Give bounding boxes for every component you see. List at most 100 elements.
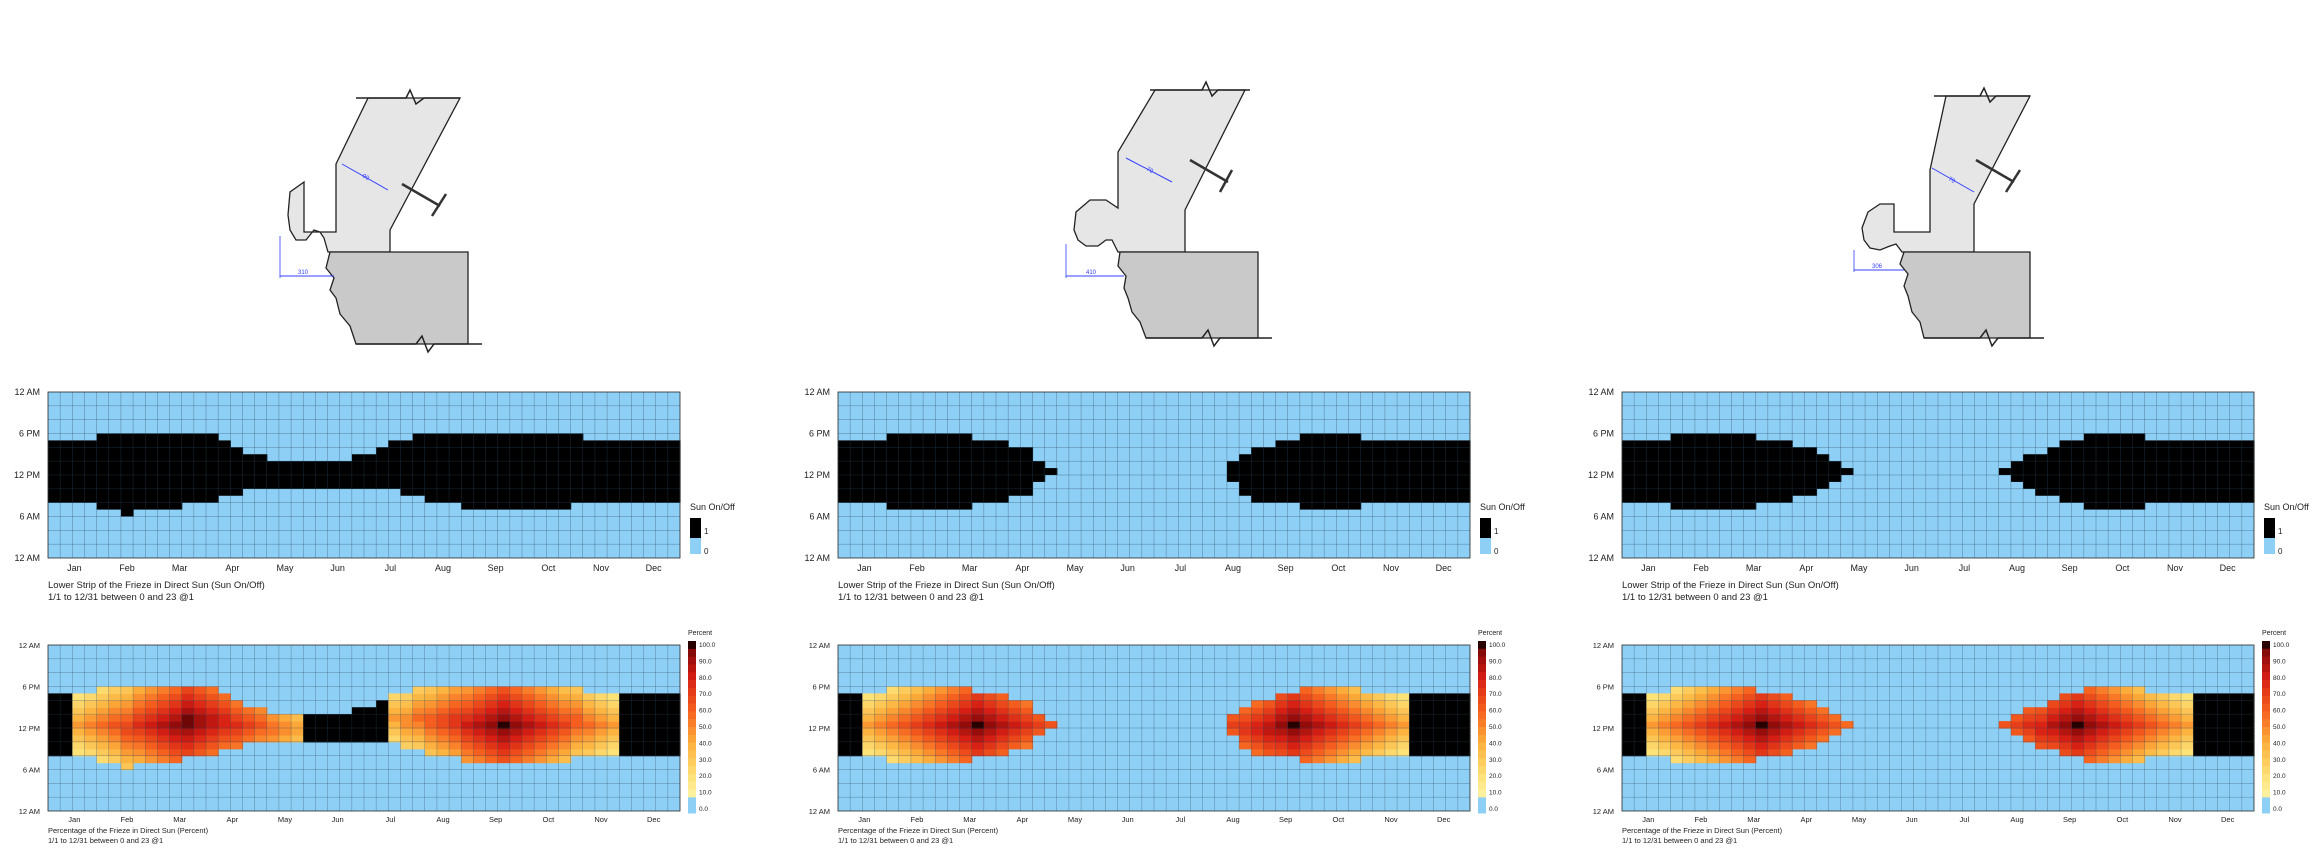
percent-cell — [1707, 741, 1720, 750]
sun-on-cell — [2010, 461, 2024, 482]
percent-cell — [1421, 700, 1435, 708]
percent-cell — [558, 734, 572, 743]
sun-on-cell — [1998, 468, 2012, 475]
sun-on-cell — [1226, 461, 1240, 482]
percent-cell — [1707, 693, 1720, 701]
percent-cell — [388, 721, 402, 729]
plot-frame — [47, 391, 681, 559]
percent-cell — [1287, 721, 1301, 729]
x-tick-label: Sep — [1279, 815, 1292, 824]
percent-cell — [619, 748, 632, 757]
y-tick-label: 6 PM — [22, 683, 40, 692]
percent-cell — [607, 721, 620, 729]
percent-cell — [2217, 734, 2231, 743]
percent-cell — [983, 721, 997, 729]
percent-cell — [862, 714, 876, 722]
percent-cell — [2144, 728, 2158, 736]
percent-cell — [2217, 748, 2231, 757]
percent-cell — [1804, 707, 1818, 715]
percent-cell — [522, 741, 535, 750]
percent-cell — [2059, 714, 2073, 722]
sun-on-cell — [546, 433, 560, 510]
percent-cell — [449, 707, 462, 715]
percent-cell — [2132, 707, 2146, 715]
percent-cell — [1743, 734, 1757, 743]
x-tick-label: Aug — [2009, 563, 2025, 573]
percent-cell — [643, 728, 657, 736]
percent-cell — [1622, 748, 1635, 757]
percent-cell — [1287, 707, 1301, 715]
percent-cell — [1445, 714, 1459, 722]
percent-cell — [1336, 707, 1350, 715]
percent-cell — [339, 734, 353, 743]
percent-cell — [983, 741, 997, 750]
percent-cell — [570, 693, 584, 701]
percent-cell — [2108, 734, 2121, 743]
percent-cell — [1409, 714, 1422, 722]
y-tick-label: 6 PM — [19, 429, 40, 439]
percent-cell — [2144, 721, 2158, 729]
percent-cell — [1646, 734, 1660, 743]
percent-cell — [1646, 748, 1660, 757]
percent-cell — [108, 686, 122, 695]
legend-tick-label: 10.0 — [699, 790, 712, 797]
percent-cell — [2132, 693, 2146, 701]
percent-cell — [1622, 728, 1635, 736]
percent-cell — [631, 734, 645, 743]
percent-cell — [1251, 728, 1264, 736]
percent-cell — [218, 693, 231, 701]
percent-cell — [108, 728, 122, 736]
percent-cell — [84, 728, 98, 736]
x-tick-label: Feb — [119, 563, 135, 573]
percent-cell — [230, 700, 244, 708]
percent-cell — [971, 707, 985, 715]
percent-cell — [2241, 734, 2255, 743]
x-tick-label: Dec — [647, 815, 661, 824]
percent-cell — [862, 700, 876, 708]
percent-cell — [254, 707, 268, 715]
chart-subtitle: 1/1 to 12/31 between 0 and 23 @1 — [838, 836, 953, 845]
sun-on-cell — [522, 433, 535, 510]
percent-cell — [1372, 748, 1386, 757]
percent-cell — [2035, 714, 2048, 722]
legend-tick-label: 90.0 — [1489, 658, 1502, 665]
legend-colorbar-step — [688, 805, 696, 814]
percent-cell — [1670, 734, 1684, 743]
percent-cell — [436, 693, 450, 701]
percent-cell — [1360, 714, 1374, 722]
percent-cell — [1780, 748, 1793, 757]
percent-cell — [898, 748, 912, 757]
percent-cell — [509, 700, 523, 708]
y-tick-label: 12 AM — [1588, 387, 1614, 397]
legend-colorbar-step — [688, 695, 696, 705]
percent-cell — [2229, 728, 2243, 736]
percent-cell — [534, 686, 547, 695]
percent-cell — [1360, 728, 1374, 736]
percent-cell — [1324, 707, 1337, 715]
chart-subtitle: 1/1 to 12/31 between 0 and 23 @1 — [1622, 592, 1768, 603]
percent-cell — [2132, 686, 2146, 695]
percent-cell — [48, 721, 61, 729]
percent-cell — [449, 748, 462, 757]
x-tick-label: Mar — [1747, 815, 1760, 824]
percent-cell — [120, 700, 134, 708]
percent-cell — [1251, 734, 1264, 743]
percent-cell — [1336, 714, 1350, 722]
legend-tick-label: 70.0 — [699, 691, 712, 698]
percent-cell — [1622, 700, 1635, 708]
percent-cell — [193, 748, 207, 757]
percent-cell — [218, 734, 231, 743]
percent-cell — [2217, 741, 2231, 750]
percent-cell — [206, 728, 219, 736]
percent-cell — [619, 714, 632, 722]
legend-tick-label: 100.0 — [2273, 642, 2290, 649]
percent-cell — [1324, 686, 1337, 695]
sun-on-cell — [862, 440, 876, 503]
sun-on-cell — [2217, 440, 2231, 503]
percent-cell — [133, 755, 146, 764]
percent-cell — [449, 693, 462, 701]
percent-cell — [838, 721, 851, 729]
percent-cell — [400, 707, 414, 715]
legend-tick-label: 100.0 — [699, 642, 716, 649]
